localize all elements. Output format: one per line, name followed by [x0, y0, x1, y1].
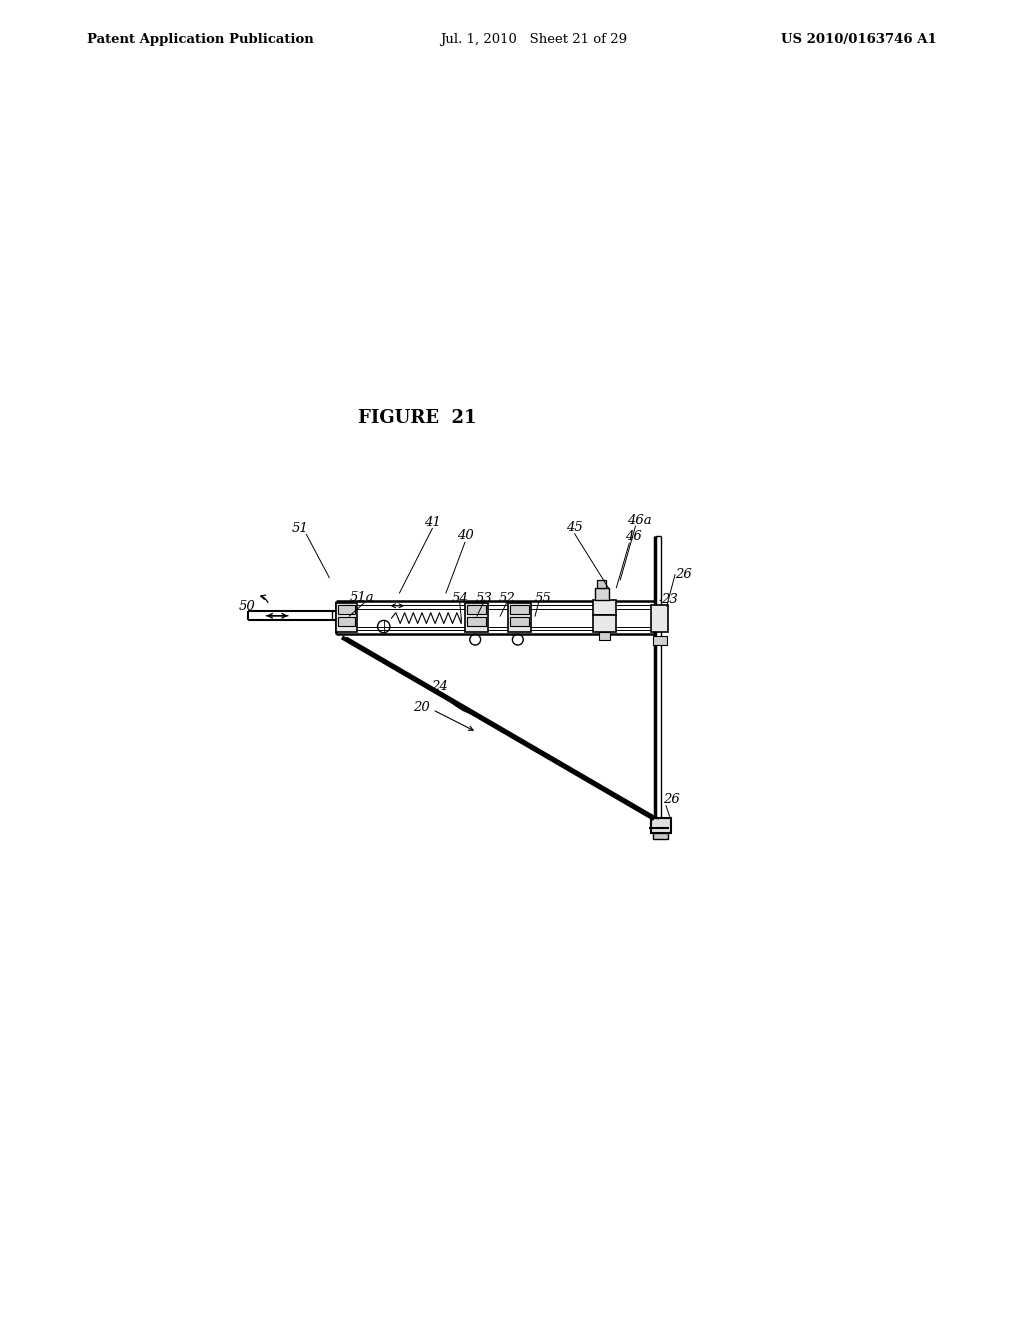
Text: 46: 46: [625, 529, 642, 543]
Bar: [593, 615, 616, 632]
Text: 54: 54: [452, 591, 468, 605]
Text: 51: 51: [292, 523, 308, 536]
Bar: [510, 616, 528, 626]
Text: 52: 52: [499, 591, 515, 605]
Bar: [338, 616, 355, 626]
Text: Patent Application Publication: Patent Application Publication: [87, 33, 313, 46]
Bar: [508, 603, 531, 632]
Bar: [593, 599, 616, 615]
Text: 51a: 51a: [350, 591, 375, 603]
Bar: [467, 605, 486, 614]
Text: 26: 26: [675, 568, 692, 581]
Bar: [467, 616, 486, 626]
Text: 41: 41: [424, 516, 441, 529]
Text: 24: 24: [431, 680, 447, 693]
Bar: [510, 605, 528, 614]
Bar: [336, 603, 357, 632]
Bar: [652, 636, 667, 645]
Text: Jul. 1, 2010   Sheet 21 of 29: Jul. 1, 2010 Sheet 21 of 29: [440, 33, 628, 46]
Text: 46a: 46a: [627, 513, 652, 527]
Text: 50: 50: [239, 601, 256, 612]
Text: US 2010/0163746 A1: US 2010/0163746 A1: [781, 33, 937, 46]
Text: FIGURE  21: FIGURE 21: [357, 409, 476, 426]
Bar: [651, 605, 669, 632]
Text: 23: 23: [662, 593, 678, 606]
Text: 20: 20: [413, 701, 429, 714]
Text: 26: 26: [663, 793, 680, 807]
Bar: [465, 603, 488, 632]
Bar: [599, 632, 610, 640]
Text: 40: 40: [457, 529, 473, 543]
Text: 55: 55: [535, 591, 551, 605]
Bar: [338, 605, 355, 614]
Bar: [651, 817, 671, 833]
Bar: [595, 589, 609, 599]
Text: 45: 45: [566, 520, 583, 533]
Bar: [597, 579, 606, 589]
Bar: [652, 833, 669, 840]
Text: 53: 53: [475, 591, 493, 605]
